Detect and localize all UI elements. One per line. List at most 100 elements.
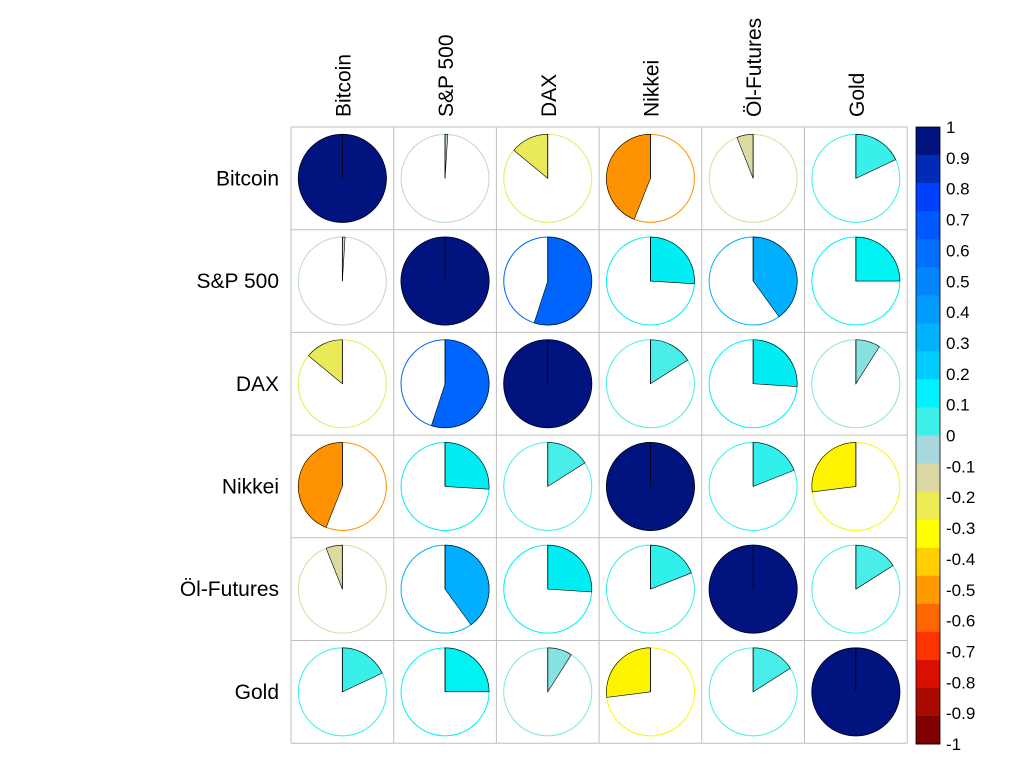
colorbar-tick-label: 0 [946,427,955,446]
colorbar-segment [916,211,940,240]
row-labels: Bitcoin S&P 500 DAX Nikkei Öl-Futures Gold [180,167,279,704]
pie-slice [855,236,901,282]
pie-gold-nikkei [605,647,695,737]
colorbar-segment [916,631,940,661]
row-label-ol-futures: Öl-Futures [180,578,279,601]
pie-dax-ol-futures [708,339,798,429]
colorbar-segment [916,351,940,380]
colorbar-segment [916,547,940,577]
grid-lines [290,126,908,744]
pie-ol-futures-sandp-500 [400,544,490,634]
colorbar-tick-label: 0.5 [946,272,970,291]
pie-bitcoin-bitcoin [297,133,387,223]
pie-ol-futures-gold [811,544,901,634]
colorbar-tick-label: -0.4 [946,550,975,569]
pie-dax-nikkei [605,339,695,429]
colorbar-segment [916,183,940,212]
pie-ol-futures-bitcoin [297,544,387,634]
pie-bitcoin-sandp-500 [400,133,490,223]
pie-gold-ol-futures [708,647,798,737]
colorbar-tick-label: 0.8 [946,180,970,199]
pie-slice [342,647,383,693]
pie-sandp-500-gold [811,236,901,326]
pie-slice [855,544,894,590]
pie-bitcoin-dax [503,133,593,223]
pie-slice [444,544,490,626]
pie-slice [752,236,798,318]
pie-dax-sandp-500 [400,339,490,429]
colorbar-frame [915,126,941,745]
row-label-bitcoin: Bitcoin [216,167,279,190]
row-label-gold: Gold [235,681,279,704]
pie-slice [547,544,592,593]
colorbar-segment [916,435,940,465]
colorbar-tick-label: -0.2 [946,488,975,507]
pie-slice [533,236,593,326]
pie-slice [855,134,897,179]
pie-ol-futures-ol-futures [708,544,798,634]
pie-slice [752,339,798,387]
colorbar-segment [916,519,940,549]
pie-nikkei-dax [503,441,593,531]
pie-gold-bitcoin [297,647,387,737]
colorbar-segment [916,155,940,184]
pie-gold-sandp-500 [400,647,490,737]
pie-nikkei-sandp-500 [400,441,490,531]
pie-gold-gold [811,647,901,737]
row-label-nikkei: Nikkei [222,475,279,498]
pie-slice [298,442,343,528]
pie-bitcoin-nikkei [605,133,695,223]
column-labels: Bitcoin S&P 500 DAX Nikkei Öl-Futures Gold [332,18,869,117]
pie-slice [606,647,651,698]
pie-bitcoin-gold [811,133,901,223]
colorbar-legend: 1 0.9 0.8 0.7 0.6 0.5 0.4 0.3 0.2 0.1 0 -0.1 -0.2 -0.… [915,118,975,754]
colorbar-tick-label: 0.3 [946,334,970,353]
pie-slice [606,134,651,220]
column-label-ol-futures: Öl-Futures [743,18,766,117]
colorbar-tick-label: -0.7 [946,642,975,661]
column-label-gold: Gold [846,73,869,117]
pie-gold-dax [503,647,593,737]
colorbar-tick-label: 0.1 [946,396,970,415]
colorbar-segment [916,379,940,408]
pie-bitcoin-ol-futures [708,133,798,223]
pie-nikkei-gold [811,441,901,531]
pie-sandp-500-sandp-500 [400,236,490,326]
colorbar-segment [916,659,940,689]
pie-sandp-500-bitcoin [297,236,387,326]
pie-slice [650,236,695,285]
column-label-dax: DAX [538,74,561,117]
pie-slice [752,647,791,693]
pie-slice [444,647,490,693]
pie-nikkei-bitcoin [297,441,387,531]
pie-nikkei-ol-futures [708,441,798,531]
pie-slice [431,339,490,428]
pie-slice [650,544,692,590]
pie-slice [444,442,490,490]
pie-nikkei-nikkei [605,441,695,531]
pie-dax-bitcoin [297,339,387,429]
column-label-bitcoin: Bitcoin [332,54,355,117]
colorbar-segment [916,491,940,521]
row-label-sandp-500: S&P 500 [196,270,279,293]
pie-ol-futures-dax [503,544,593,634]
colorbar-tick-label: -0.9 [946,704,975,723]
colorbar-tick-label: -0.6 [946,612,975,631]
colorbar-segment [916,687,940,717]
row-label-dax: DAX [236,373,279,396]
colorbar-segment [916,239,940,268]
pie-slice [752,442,795,487]
colorbar-tick-label: -0.8 [946,673,975,692]
colorbar-tick-label: -0.3 [946,519,975,538]
pie-cells [297,133,901,737]
pie-sandp-500-dax [503,236,593,326]
colorbar-segment [916,295,940,324]
colorbar-tick-label: 0.6 [946,241,970,260]
colorbar-segment [916,575,940,605]
colorbar-segment [916,323,940,352]
colorbar-tick-label: 0.2 [946,365,970,384]
pie-slice [811,442,857,493]
colorbar-segment [916,267,940,296]
pie-dax-gold [811,339,901,429]
